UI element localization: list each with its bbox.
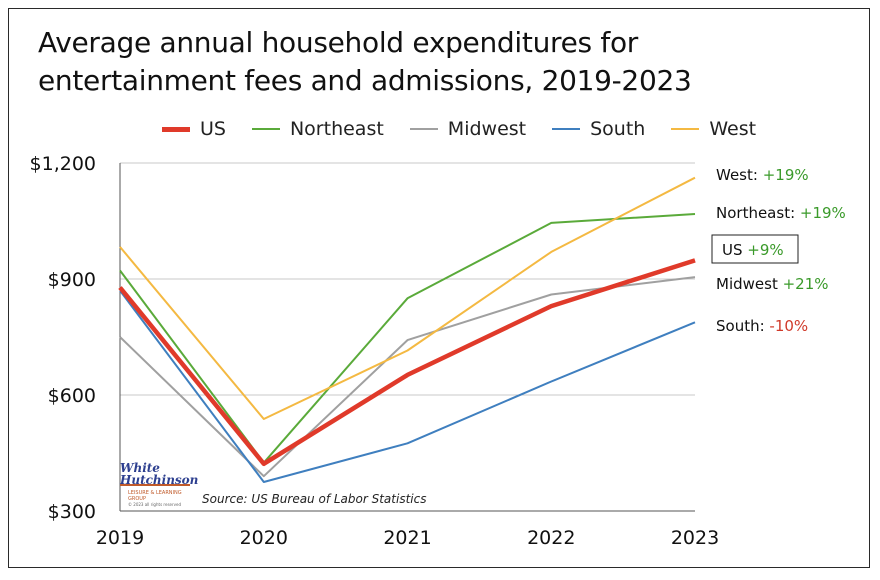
logo-line-1: White bbox=[120, 461, 160, 475]
legend-item-us: US bbox=[162, 118, 226, 140]
annotation-label: Northeast: bbox=[716, 204, 800, 222]
annotation-northeast: Northeast: +19% bbox=[716, 204, 846, 222]
annotation-label: West: bbox=[716, 166, 763, 184]
logo-line-3: LEISURE & LEARNING GROUP bbox=[128, 490, 182, 502]
legend-swatch bbox=[409, 128, 438, 130]
annotation-text: US +9% bbox=[722, 241, 784, 259]
white-hutchinson-logo: White Hutchinson LEISURE & LEARNING GROU… bbox=[120, 461, 199, 507]
x-tick-label: 2019 bbox=[96, 527, 144, 549]
series-line-northeast bbox=[119, 213, 696, 464]
legend-swatch bbox=[251, 128, 280, 130]
annotation-change: +9% bbox=[747, 241, 783, 259]
y-tick-label: $1,200 bbox=[30, 153, 96, 175]
annotation-label: South: bbox=[716, 317, 769, 335]
y-tick-label: $600 bbox=[48, 385, 96, 407]
logo-line-4: © 2023 all rights reserved bbox=[128, 502, 181, 507]
legend-item-west: West bbox=[671, 118, 756, 140]
annotation-west: West: +19% bbox=[716, 166, 809, 184]
annotation-change: +21% bbox=[783, 275, 829, 293]
legend-swatch bbox=[671, 128, 700, 130]
legend-label: US bbox=[200, 118, 226, 140]
y-tick-label: $900 bbox=[48, 269, 96, 291]
y-tick-label: $300 bbox=[48, 501, 96, 523]
legend-label: Midwest bbox=[447, 118, 527, 140]
legend-label: West bbox=[709, 118, 757, 140]
chart-frame bbox=[8, 8, 870, 568]
legend-label: South bbox=[590, 118, 646, 140]
annotation-midwest: Midwest +21% bbox=[716, 275, 829, 293]
annotation-box bbox=[711, 234, 799, 264]
annotation-text: South: -10% bbox=[716, 317, 808, 335]
x-tick-label: 2020 bbox=[240, 527, 288, 549]
x-tick-label: 2021 bbox=[383, 527, 431, 549]
annotation-change: -10% bbox=[769, 317, 808, 335]
annotation-us: US +9% bbox=[711, 234, 799, 264]
chart-title: Average annual household expenditures fo… bbox=[38, 26, 692, 97]
legend-item-midwest: Midwest bbox=[409, 118, 527, 140]
legend-swatch bbox=[162, 126, 190, 132]
annotation-text: Northeast: +19% bbox=[716, 204, 846, 222]
logo-swoosh bbox=[120, 484, 190, 486]
logo-line-2: Hutchinson bbox=[120, 473, 199, 487]
source-note: Source: US Bureau of Labor Statistics bbox=[202, 492, 426, 506]
annotation-label: Midwest bbox=[716, 275, 783, 293]
annotation-change: +19% bbox=[800, 204, 846, 222]
x-tick-label: 2023 bbox=[671, 527, 719, 549]
legend-label: Northeast bbox=[289, 118, 384, 140]
annotation-change: +19% bbox=[763, 166, 809, 184]
chart-legend: US Northeast Midwest South West bbox=[162, 118, 782, 140]
series-northeast bbox=[119, 213, 696, 464]
x-tick-label: 2022 bbox=[527, 527, 575, 549]
legend-item-northeast: Northeast bbox=[251, 118, 384, 140]
annotation-text: Midwest +21% bbox=[716, 275, 829, 293]
annotation-label: US bbox=[722, 241, 747, 259]
series-line-us bbox=[118, 258, 696, 467]
legend-swatch bbox=[552, 128, 581, 130]
annotation-text: West: +19% bbox=[716, 166, 809, 184]
annotation-south: South: -10% bbox=[716, 317, 808, 335]
series-us bbox=[118, 258, 696, 467]
series-west bbox=[119, 176, 696, 420]
legend-item-south: South bbox=[552, 118, 645, 140]
